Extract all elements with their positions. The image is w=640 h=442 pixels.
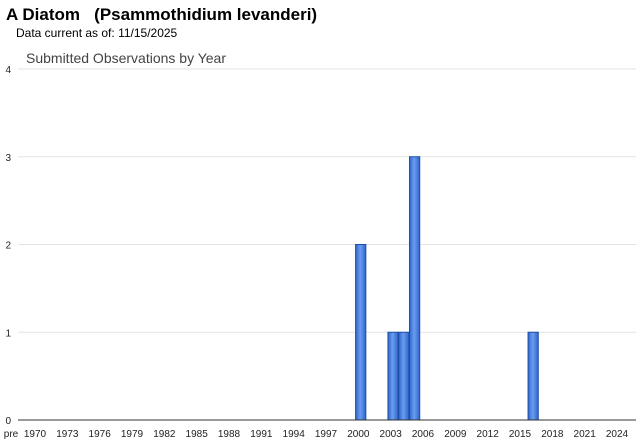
x-tick-label: 2015 — [509, 429, 532, 440]
y-tick-label: 0 — [5, 416, 11, 427]
x-tick-label: pre — [4, 429, 19, 440]
grid-layer — [18, 68, 636, 333]
data-current-date: 11/15/2025 — [118, 26, 178, 40]
bar-2016[interactable] — [527, 331, 539, 421]
page-title: A Diatom (Psammothidium levanderi) — [6, 5, 318, 24]
x-tick-label: 2009 — [444, 429, 467, 440]
data-current-label: Data current as of: — [16, 26, 115, 40]
y-tick-labels: 0 1 2 3 4 — [5, 65, 11, 427]
x-tick-label: 1976 — [89, 429, 112, 440]
x-tick-label: 1973 — [56, 429, 79, 440]
y-tick-label: 3 — [5, 153, 11, 164]
x-tick-label: 2006 — [412, 429, 435, 440]
x-tick-labels: pre 1970 1973 1976 1979 1982 1985 1988 1991 1994 1… — [4, 429, 629, 440]
data-current-line: Data current as of: 11/15/2025 — [16, 26, 177, 40]
x-tick-label: 1970 — [24, 429, 47, 440]
x-tick-label: 1979 — [121, 429, 144, 440]
x-tick-label: 1982 — [153, 429, 176, 440]
x-tick-label: 2021 — [574, 429, 597, 440]
y-tick-label: 2 — [5, 241, 11, 252]
x-tick-label: 1988 — [218, 429, 241, 440]
bar-2004[interactable] — [398, 331, 410, 421]
x-tick-label: 1997 — [315, 429, 338, 440]
x-tick-label: 2012 — [477, 429, 500, 440]
x-tick-label: 2003 — [380, 429, 403, 440]
x-tick-label: 2000 — [347, 429, 370, 440]
x-tick-label: 1985 — [186, 429, 209, 440]
y-tick-label: 4 — [5, 65, 11, 76]
x-tick-label: 2024 — [606, 429, 629, 440]
y-tick-label: 1 — [5, 328, 11, 339]
bar-layer — [355, 156, 539, 421]
x-tick-label: 1994 — [283, 429, 306, 440]
x-tick-label: 2018 — [541, 429, 564, 440]
bar-2000[interactable] — [355, 244, 367, 421]
chart-title: Submitted Observations by Year — [26, 50, 226, 66]
bar-2003[interactable] — [387, 331, 399, 421]
x-tick-label: 1991 — [250, 429, 273, 440]
bar-2005[interactable] — [408, 156, 421, 421]
